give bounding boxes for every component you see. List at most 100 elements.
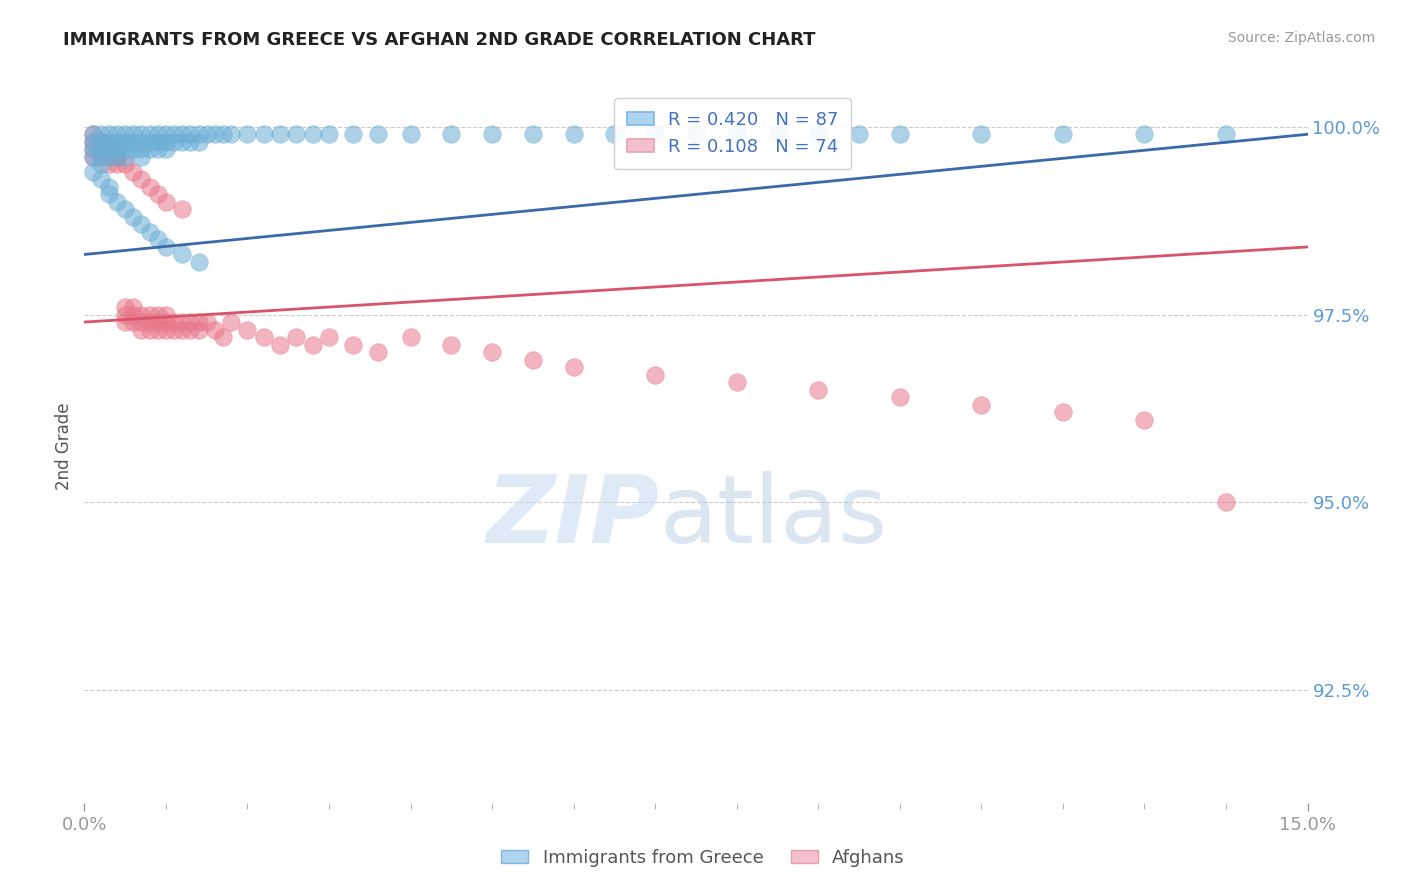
Point: [187, 255, 209, 269]
Point: [725, 375, 748, 389]
Text: atlas: atlas: [659, 471, 887, 564]
Point: [155, 322, 177, 336]
Point: [138, 225, 160, 239]
Point: [644, 368, 666, 382]
Point: [562, 128, 585, 142]
Point: [105, 142, 128, 156]
Point: [172, 202, 194, 217]
Point: [807, 128, 830, 142]
Point: [82, 165, 104, 179]
Point: [105, 142, 128, 156]
Point: [82, 128, 104, 142]
Point: [342, 337, 364, 351]
Point: [131, 315, 153, 329]
Point: [122, 308, 145, 322]
Point: [105, 194, 128, 209]
Point: [146, 135, 169, 149]
Point: [440, 128, 463, 142]
Point: [122, 142, 145, 156]
Point: [97, 187, 120, 202]
Point: [562, 360, 585, 375]
Point: [105, 150, 128, 164]
Point: [146, 142, 169, 156]
Point: [163, 322, 186, 336]
Point: [97, 157, 120, 171]
Point: [114, 150, 136, 164]
Point: [269, 128, 291, 142]
Point: [644, 128, 666, 142]
Point: [179, 128, 201, 142]
Y-axis label: 2nd Grade: 2nd Grade: [55, 402, 73, 490]
Point: [399, 128, 422, 142]
Point: [114, 157, 136, 171]
Point: [114, 135, 136, 149]
Point: [131, 128, 153, 142]
Point: [204, 322, 226, 336]
Point: [163, 128, 186, 142]
Point: [97, 142, 120, 156]
Point: [1052, 128, 1074, 142]
Point: [138, 315, 160, 329]
Legend: Immigrants from Greece, Afghans: Immigrants from Greece, Afghans: [494, 842, 912, 874]
Point: [285, 128, 308, 142]
Point: [131, 218, 153, 232]
Text: IMMIGRANTS FROM GREECE VS AFGHAN 2ND GRADE CORRELATION CHART: IMMIGRANTS FROM GREECE VS AFGHAN 2ND GRA…: [63, 31, 815, 49]
Point: [1052, 405, 1074, 419]
Point: [1215, 495, 1237, 509]
Text: Source: ZipAtlas.com: Source: ZipAtlas.com: [1227, 31, 1375, 45]
Point: [97, 142, 120, 156]
Point: [212, 330, 235, 344]
Legend: R = 0.420   N = 87, R = 0.108   N = 74: R = 0.420 N = 87, R = 0.108 N = 74: [614, 98, 851, 169]
Point: [90, 157, 112, 171]
Point: [90, 135, 112, 149]
Point: [285, 330, 308, 344]
Point: [90, 172, 112, 186]
Point: [204, 128, 226, 142]
Point: [399, 330, 422, 344]
Point: [187, 315, 209, 329]
Point: [114, 315, 136, 329]
Point: [172, 128, 194, 142]
Point: [146, 187, 169, 202]
Point: [97, 135, 120, 149]
Point: [318, 128, 340, 142]
Point: [236, 322, 259, 336]
Point: [187, 322, 209, 336]
Point: [114, 128, 136, 142]
Point: [172, 315, 194, 329]
Point: [481, 345, 503, 359]
Point: [155, 128, 177, 142]
Point: [138, 135, 160, 149]
Point: [187, 128, 209, 142]
Point: [122, 135, 145, 149]
Point: [163, 315, 186, 329]
Point: [138, 308, 160, 322]
Point: [367, 128, 389, 142]
Point: [219, 315, 242, 329]
Point: [105, 128, 128, 142]
Point: [114, 300, 136, 314]
Point: [90, 135, 112, 149]
Point: [82, 150, 104, 164]
Point: [138, 128, 160, 142]
Point: [522, 128, 544, 142]
Point: [90, 142, 112, 156]
Point: [82, 142, 104, 156]
Point: [195, 128, 218, 142]
Point: [138, 322, 160, 336]
Point: [807, 383, 830, 397]
Point: [146, 128, 169, 142]
Point: [725, 128, 748, 142]
Point: [90, 142, 112, 156]
Point: [105, 150, 128, 164]
Point: [97, 150, 120, 164]
Point: [155, 308, 177, 322]
Point: [105, 135, 128, 149]
Point: [172, 322, 194, 336]
Point: [889, 390, 911, 404]
Point: [138, 142, 160, 156]
Point: [342, 128, 364, 142]
Point: [253, 330, 276, 344]
Point: [114, 308, 136, 322]
Point: [970, 398, 993, 412]
